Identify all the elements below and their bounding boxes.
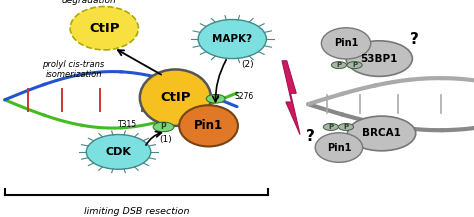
Circle shape bbox=[347, 62, 362, 69]
Circle shape bbox=[153, 122, 174, 132]
Ellipse shape bbox=[346, 41, 412, 76]
Circle shape bbox=[338, 123, 354, 130]
Text: P: P bbox=[213, 94, 219, 103]
Polygon shape bbox=[282, 61, 300, 135]
Circle shape bbox=[331, 62, 346, 69]
Ellipse shape bbox=[86, 135, 151, 169]
Ellipse shape bbox=[321, 28, 371, 59]
Text: MAPK?: MAPK? bbox=[212, 34, 252, 44]
Text: CtIP: CtIP bbox=[89, 22, 119, 35]
Text: P: P bbox=[161, 122, 166, 132]
Text: 53BP1: 53BP1 bbox=[361, 54, 398, 64]
Text: P: P bbox=[352, 62, 357, 68]
Ellipse shape bbox=[179, 105, 238, 146]
Ellipse shape bbox=[315, 133, 363, 162]
Text: Pin1: Pin1 bbox=[334, 38, 358, 48]
Text: Pin1: Pin1 bbox=[327, 143, 351, 153]
Ellipse shape bbox=[70, 7, 138, 50]
Text: P: P bbox=[337, 62, 341, 68]
Text: CDK: CDK bbox=[106, 147, 131, 157]
Text: limiting DSB resection: limiting DSB resection bbox=[83, 207, 189, 216]
Text: P: P bbox=[344, 124, 348, 130]
Text: S276: S276 bbox=[235, 92, 254, 101]
Text: ?: ? bbox=[306, 129, 315, 144]
Text: Pin1: Pin1 bbox=[194, 119, 223, 132]
Circle shape bbox=[206, 94, 225, 103]
Ellipse shape bbox=[198, 20, 266, 59]
Ellipse shape bbox=[140, 69, 211, 126]
Text: P: P bbox=[328, 124, 333, 130]
Text: T315: T315 bbox=[118, 120, 137, 129]
Text: (2): (2) bbox=[242, 59, 255, 69]
Circle shape bbox=[323, 123, 338, 130]
Text: ?: ? bbox=[410, 31, 419, 47]
Text: degradation: degradation bbox=[62, 0, 117, 5]
Text: (1): (1) bbox=[159, 135, 172, 145]
Text: prolyl cis-trans
isomerization: prolyl cis-trans isomerization bbox=[42, 60, 105, 79]
Text: CtIP: CtIP bbox=[160, 91, 191, 104]
Ellipse shape bbox=[347, 116, 416, 151]
Text: BRCA1: BRCA1 bbox=[362, 128, 401, 138]
